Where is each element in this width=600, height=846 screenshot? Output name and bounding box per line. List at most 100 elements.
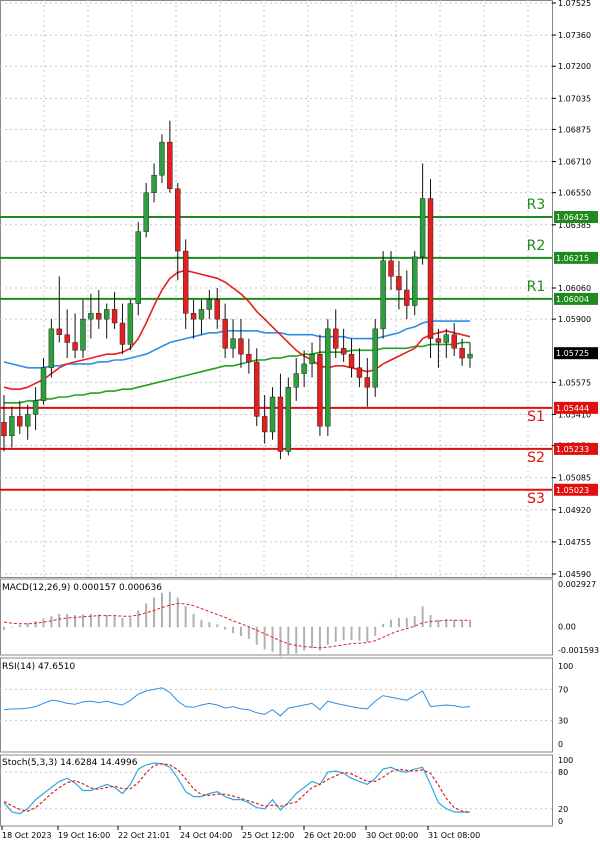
rsi-label: RSI(14) 47.6510 xyxy=(2,662,75,672)
candle-body xyxy=(261,416,268,433)
current-price-label: 1.05725 xyxy=(556,349,589,358)
stoch-frame xyxy=(0,754,553,827)
candle-body xyxy=(246,353,252,363)
candle-body xyxy=(48,328,55,368)
level-name-s3: S3 xyxy=(527,491,545,507)
candle-body xyxy=(301,363,307,374)
candle-body xyxy=(309,353,315,365)
level-price-label: 1.05023 xyxy=(556,486,589,495)
candle-body xyxy=(143,192,149,232)
candle-body xyxy=(119,322,126,345)
macd-label: MACD(12,26,9) 0.000157 0.000636 xyxy=(2,583,162,593)
candle-body xyxy=(238,338,244,355)
price-tick-label: 1.07525 xyxy=(558,0,591,8)
candle-body xyxy=(135,231,141,304)
candle-body xyxy=(419,198,426,258)
candle-body xyxy=(88,313,94,320)
candle-body xyxy=(325,328,331,427)
rsi-tick-label: 30 xyxy=(558,717,568,726)
macd-tick-label: -0.001593 xyxy=(558,646,599,655)
candle-body xyxy=(340,348,347,355)
candle-body xyxy=(167,141,173,189)
candle-body xyxy=(467,353,473,359)
stoch-d-line xyxy=(3,763,471,813)
current-price-tag xyxy=(554,347,598,360)
moving-average-blue xyxy=(3,320,470,369)
candle-body xyxy=(159,141,165,176)
candle-body xyxy=(9,416,15,437)
level-price-tag xyxy=(554,211,598,224)
candle-body xyxy=(435,338,442,343)
price-tick-label: 1.06710 xyxy=(558,158,591,167)
moving-average-red xyxy=(3,269,471,391)
candle-body xyxy=(364,377,371,388)
candle-body xyxy=(317,353,323,427)
stoch-tick-label: 0 xyxy=(558,817,563,826)
level-price-tag xyxy=(554,442,598,455)
price-tick-label: 1.04920 xyxy=(558,506,591,515)
price-tick-label: 1.04755 xyxy=(558,538,591,547)
candle-body xyxy=(230,338,236,349)
candle-body xyxy=(24,414,31,427)
candle-body xyxy=(277,396,284,452)
candle-body xyxy=(17,416,23,427)
level-price-tag xyxy=(554,251,598,264)
candle-body xyxy=(151,174,157,193)
price-tick-label: 1.06060 xyxy=(558,284,591,293)
candle-body xyxy=(285,387,292,452)
candle-body xyxy=(80,318,86,351)
candle-body xyxy=(412,256,418,306)
level-name-r1: R1 xyxy=(527,279,546,295)
rsi-tick-label: 100 xyxy=(558,662,573,671)
price-tick-label: 1.05900 xyxy=(558,315,591,324)
stoch-tick-label: 80 xyxy=(558,768,568,777)
level-name-r2: R2 xyxy=(527,238,546,254)
stoch-tick-label: 100 xyxy=(558,756,573,765)
candle-body xyxy=(111,309,118,324)
candle-body xyxy=(222,318,228,349)
candle-body xyxy=(269,396,276,433)
candle-body xyxy=(451,334,457,349)
candle-body xyxy=(404,289,410,306)
price-tick-label: 1.05410 xyxy=(558,410,591,419)
time-tick-label: 25 Oct 12:00 xyxy=(242,831,294,840)
level-name-s2: S2 xyxy=(527,450,545,466)
level-price-label: 1.06215 xyxy=(556,254,589,263)
candle-body xyxy=(380,260,386,330)
time-tick-label: 19 Oct 16:00 xyxy=(58,831,110,840)
macd-signal-line xyxy=(3,602,470,649)
candle-body xyxy=(56,328,62,335)
candle-body xyxy=(254,361,260,417)
candle-body xyxy=(459,348,465,359)
rsi-frame xyxy=(0,657,553,753)
candle-body xyxy=(214,299,220,320)
level-name-s1: S1 xyxy=(527,409,545,425)
price-tick-label: 1.06875 xyxy=(558,125,591,134)
time-tick-label: 26 Oct 20:00 xyxy=(304,831,356,840)
level-price-label: 1.05233 xyxy=(556,445,589,454)
stoch-k-line xyxy=(3,762,470,815)
price-tick-label: 1.06550 xyxy=(558,189,591,198)
time-axis: 18 Oct 2023 19 Oct 16:00 22 Oct 21:01 24 Oc… xyxy=(1,826,480,840)
macd-tick-label: 0.00 xyxy=(558,623,576,632)
candle-body xyxy=(348,353,355,368)
candle-body xyxy=(72,342,78,351)
time-tick-label: 31 Oct 08:00 xyxy=(428,831,480,840)
candle-body xyxy=(40,367,47,402)
candle-body xyxy=(175,188,181,252)
moving-average-green xyxy=(4,341,470,404)
level-price-label: 1.06425 xyxy=(556,213,589,222)
candle-body xyxy=(96,313,102,320)
level-price-label: 1.05444 xyxy=(556,404,589,413)
price-panel: 1.07525 1.07360 1.07200 1.07035 1.06875 1.067… xyxy=(0,0,598,579)
level-price-label: 1.06004 xyxy=(556,295,589,304)
candle-body xyxy=(182,250,189,314)
price-tick-label: 1.05575 xyxy=(558,378,591,387)
stoch-tick-label: 20 xyxy=(558,805,568,814)
level-price-tag xyxy=(554,292,598,305)
candle-body xyxy=(190,313,197,320)
rsi-line xyxy=(3,687,471,717)
candle-body xyxy=(1,422,7,437)
candle-body xyxy=(32,400,39,415)
